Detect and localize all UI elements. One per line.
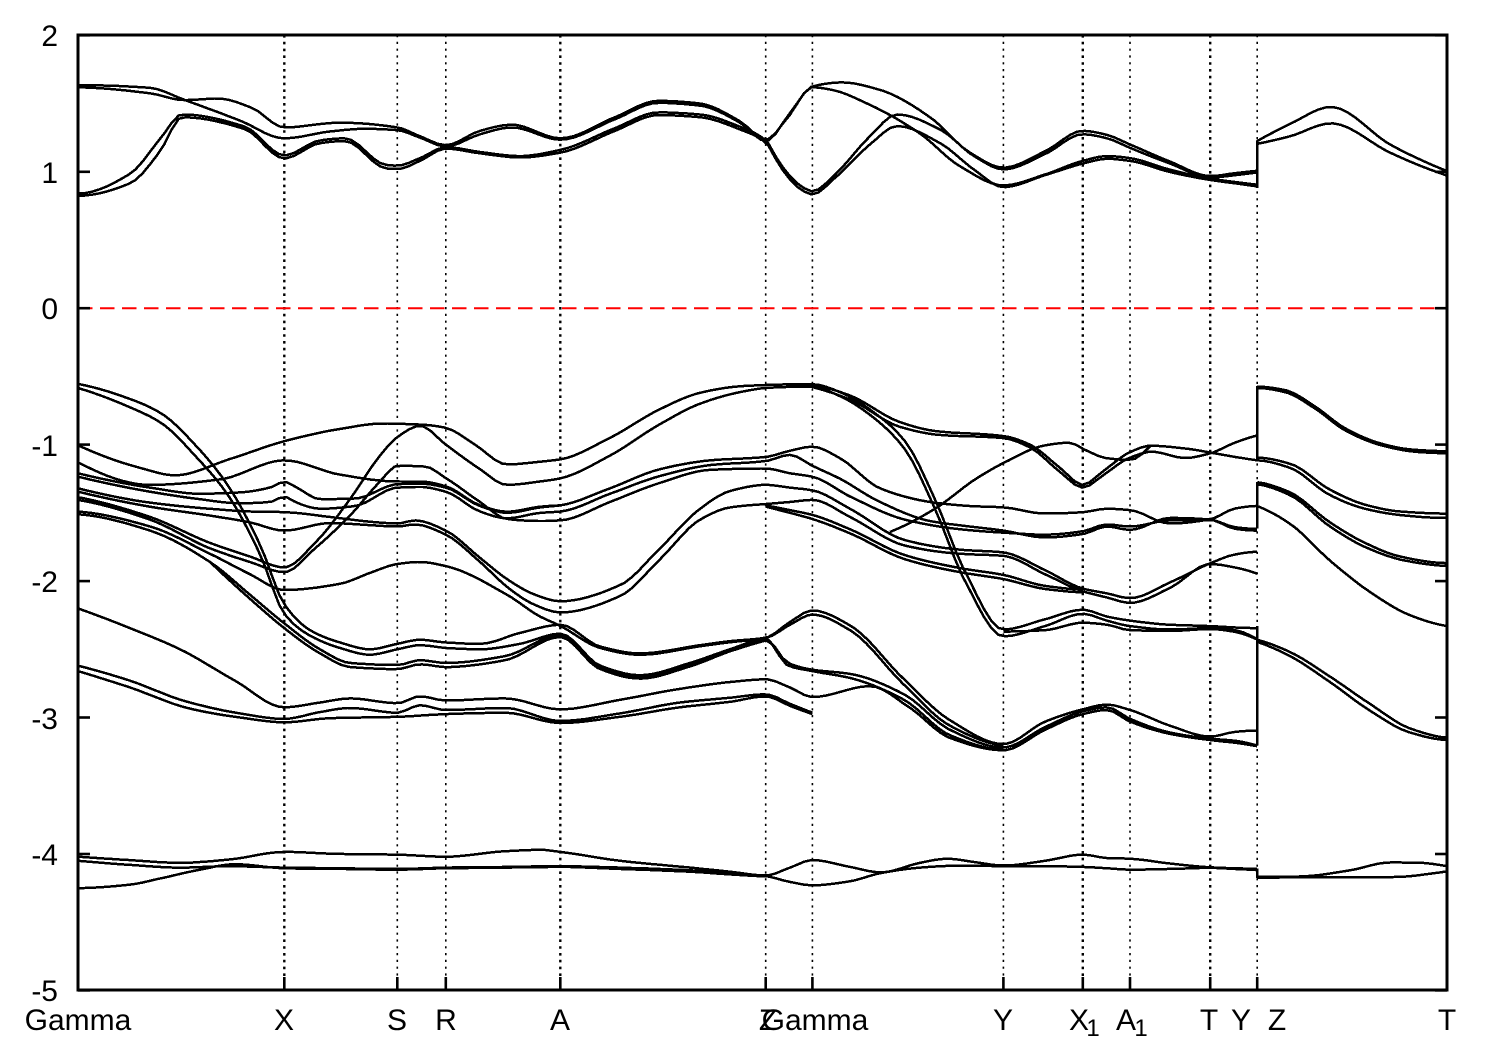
svg-text:-1: -1	[31, 430, 58, 463]
svg-text:R: R	[435, 1004, 457, 1037]
svg-text:Z: Z	[1268, 1004, 1286, 1037]
svg-text:-4: -4	[31, 839, 58, 872]
svg-text:-5: -5	[31, 975, 58, 1008]
svg-text:A: A	[550, 1004, 570, 1037]
svg-text:X: X	[1069, 1004, 1089, 1037]
svg-text:Gamma: Gamma	[762, 1004, 869, 1037]
svg-text:2: 2	[41, 20, 58, 53]
svg-text:Gamma: Gamma	[25, 1004, 132, 1037]
svg-text:-2: -2	[31, 566, 58, 599]
svg-text:Z: Z	[759, 1004, 777, 1037]
svg-text:A: A	[1116, 1004, 1136, 1037]
svg-text:0: 0	[41, 293, 58, 326]
svg-text:Y: Y	[1231, 1004, 1251, 1037]
svg-text:1: 1	[41, 157, 58, 190]
svg-text:T: T	[1438, 1004, 1456, 1037]
svg-text:T: T	[1200, 1004, 1218, 1037]
svg-text:1: 1	[1086, 1015, 1099, 1042]
svg-text:Y: Y	[993, 1004, 1013, 1037]
svg-text:X: X	[274, 1004, 294, 1037]
svg-text:S: S	[387, 1004, 407, 1037]
svg-text:-3: -3	[31, 703, 58, 736]
svg-text:1: 1	[1134, 1015, 1147, 1042]
